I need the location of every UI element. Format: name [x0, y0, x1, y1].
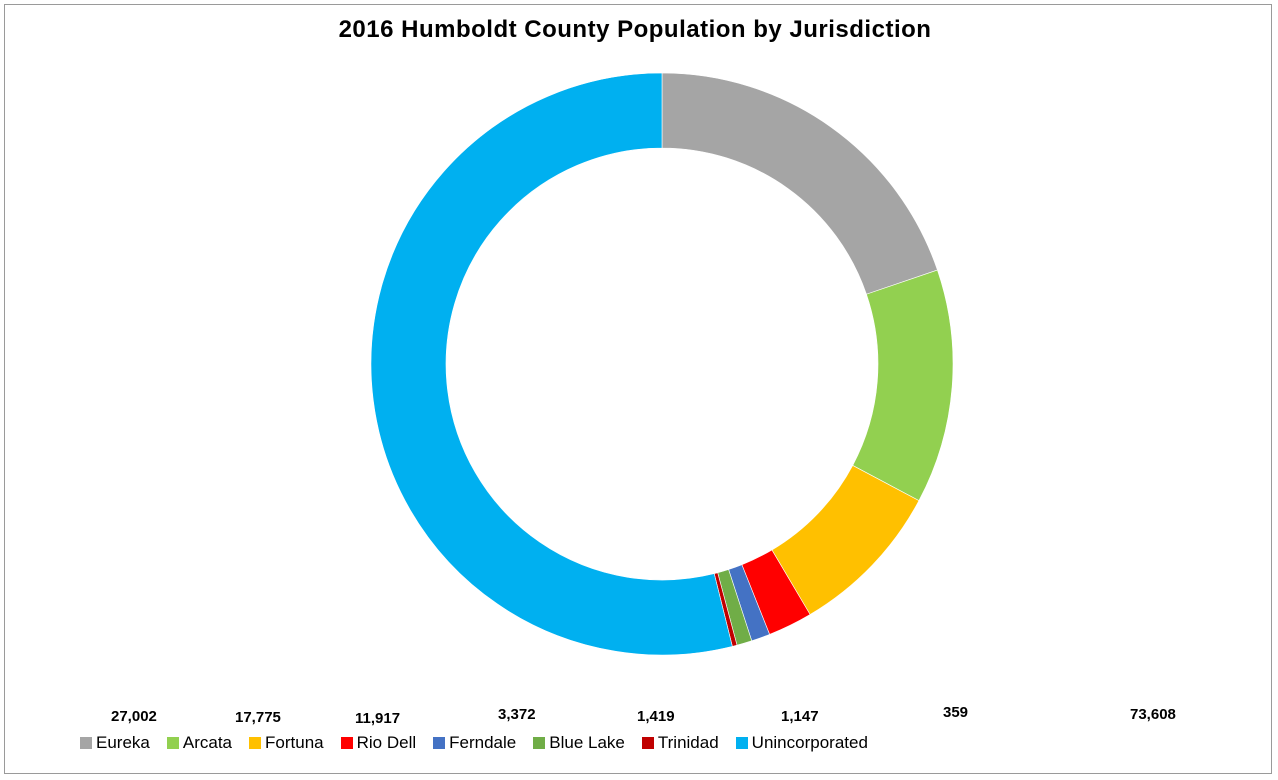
legend-item-trinidad: Trinidad: [641, 733, 719, 753]
legend-swatch-unincorporated: [735, 737, 748, 749]
slice-eureka: [661, 72, 938, 295]
legend-item-unincorporated: Unincorporated: [735, 733, 868, 753]
slice-arcata: [852, 269, 954, 502]
legend-swatch-blue-lake: [533, 737, 546, 749]
legend-label-fortuna: Fortuna: [265, 733, 324, 752]
legend-swatch-ferndale: [433, 737, 446, 749]
legend-label-eureka: Eureka: [96, 733, 150, 752]
legend-item-fortuna: Fortuna: [249, 733, 324, 753]
legend: Eureka Arcata Fortuna Rio Dell Ferndale …: [80, 733, 868, 753]
legend-item-arcata: Arcata: [166, 733, 233, 753]
legend-swatch-trinidad: [641, 737, 654, 749]
legend-label-unincorporated: Unincorporated: [751, 733, 868, 752]
legend-label-trinidad: Trinidad: [657, 733, 719, 752]
legend-swatch-rio-dell: [340, 737, 353, 749]
legend-label-rio-dell: Rio Dell: [356, 733, 417, 752]
legend-swatch-arcata: [166, 737, 179, 749]
legend-label-blue-lake: Blue Lake: [549, 733, 625, 752]
legend-item-ferndale: Ferndale: [433, 733, 516, 753]
legend-item-rio-dell: Rio Dell: [340, 733, 417, 753]
legend-item-eureka: Eureka: [80, 733, 150, 753]
chart-title: 2016 Humboldt County Population by Juris…: [338, 16, 932, 43]
legend-label-ferndale: Ferndale: [449, 733, 517, 752]
slice-unincorporated: [370, 72, 733, 656]
legend-label-arcata: Arcata: [182, 733, 233, 752]
legend-item-blue-lake: Blue Lake: [533, 733, 625, 753]
legend-swatch-fortuna: [249, 737, 262, 749]
legend-swatch-eureka: [80, 737, 92, 749]
